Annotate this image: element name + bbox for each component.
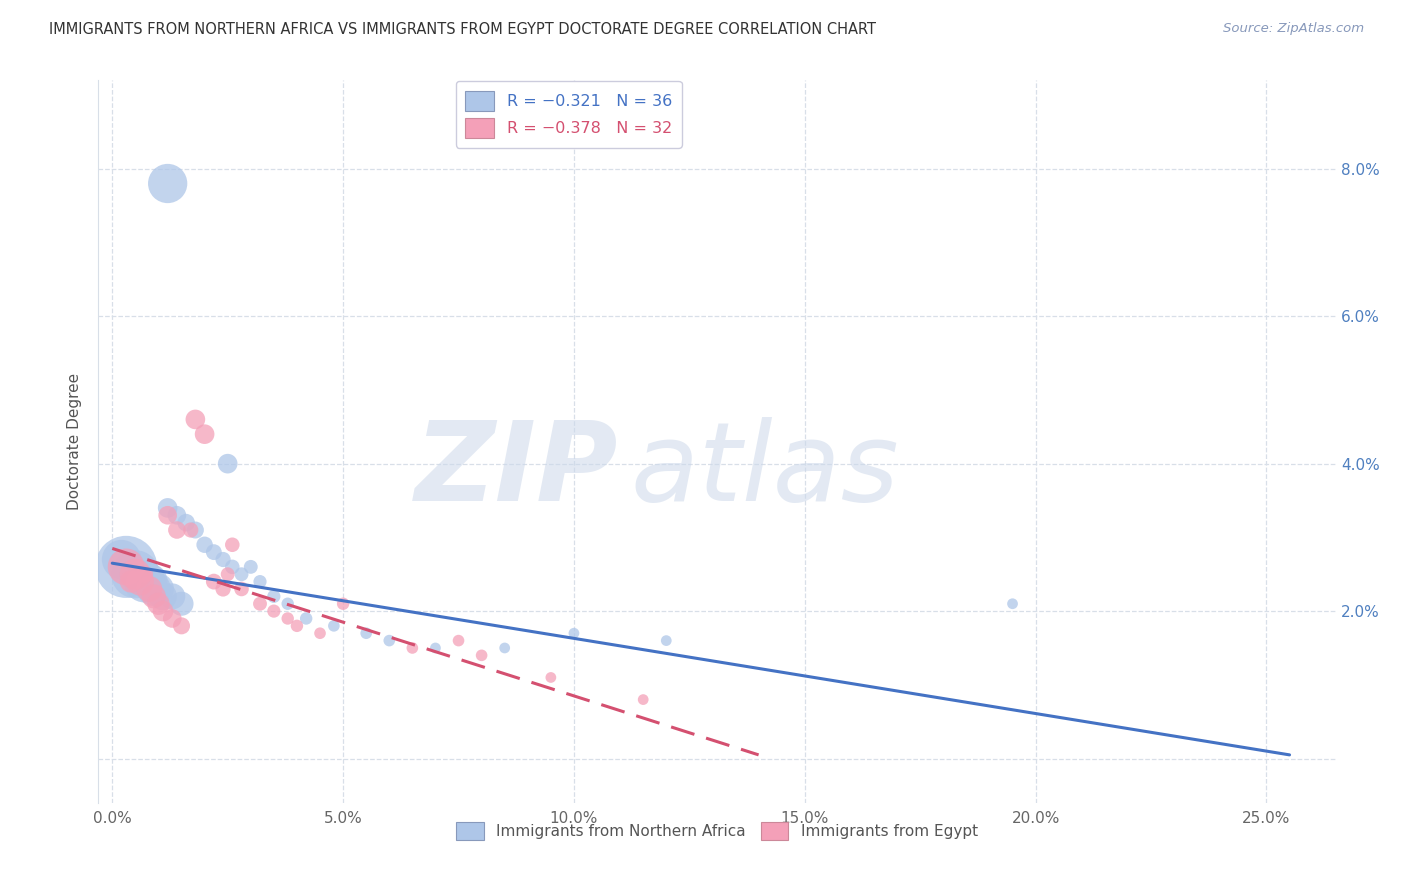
Point [202, 574, 225, 589]
Point [217, 457, 239, 471]
Point [120, 567, 142, 582]
Point [184, 412, 207, 426]
Point [129, 574, 152, 589]
Point [655, 633, 678, 648]
Point [162, 590, 184, 604]
Point [156, 508, 179, 523]
Point [295, 611, 318, 625]
Point [138, 582, 160, 596]
Point [631, 692, 654, 706]
Text: Source: ZipAtlas.com: Source: ZipAtlas.com [1223, 22, 1364, 36]
Point [184, 523, 207, 537]
Point [166, 508, 188, 523]
Point [115, 560, 138, 574]
Point [249, 574, 271, 589]
Point [152, 590, 174, 604]
Text: atlas: atlas [630, 417, 898, 524]
Legend: Immigrants from Northern Africa, Immigrants from Egypt: Immigrants from Northern Africa, Immigra… [450, 816, 984, 846]
Point [156, 177, 179, 191]
Point [332, 597, 354, 611]
Point [142, 582, 165, 596]
Point [277, 597, 299, 611]
Point [221, 560, 243, 574]
Point [194, 427, 217, 442]
Point [378, 633, 401, 648]
Point [120, 574, 142, 589]
Point [309, 626, 332, 640]
Point [354, 626, 377, 640]
Point [425, 640, 447, 655]
Point [124, 567, 146, 582]
Point [221, 538, 243, 552]
Point [134, 574, 156, 589]
Point [124, 567, 146, 582]
Point [217, 567, 239, 582]
Point [249, 597, 271, 611]
Text: ZIP: ZIP [415, 417, 619, 524]
Point [180, 523, 202, 537]
Point [156, 500, 179, 515]
Point [494, 640, 516, 655]
Point [212, 552, 235, 566]
Point [231, 582, 253, 596]
Point [263, 604, 285, 618]
Point [115, 560, 138, 574]
Point [166, 523, 188, 537]
Point [129, 574, 152, 589]
Point [401, 640, 423, 655]
Point [285, 619, 308, 633]
Point [170, 597, 193, 611]
Point [202, 545, 225, 559]
Point [540, 670, 562, 684]
Point [447, 633, 470, 648]
Point [263, 590, 285, 604]
Y-axis label: Doctorate Degree: Doctorate Degree [67, 373, 83, 510]
Point [162, 611, 184, 625]
Point [152, 604, 174, 618]
Point [148, 582, 170, 596]
Point [138, 574, 160, 589]
Point [194, 538, 217, 552]
Point [142, 590, 165, 604]
Point [134, 567, 156, 582]
Point [562, 626, 585, 640]
Point [231, 567, 253, 582]
Point [277, 611, 299, 625]
Point [239, 560, 262, 574]
Point [212, 582, 235, 596]
Point [174, 516, 197, 530]
Point [170, 619, 193, 633]
Point [471, 648, 494, 663]
Point [148, 597, 170, 611]
Point [1001, 597, 1024, 611]
Point [110, 552, 132, 566]
Text: IMMIGRANTS FROM NORTHERN AFRICA VS IMMIGRANTS FROM EGYPT DOCTORATE DEGREE CORREL: IMMIGRANTS FROM NORTHERN AFRICA VS IMMIG… [49, 22, 876, 37]
Point [322, 619, 344, 633]
